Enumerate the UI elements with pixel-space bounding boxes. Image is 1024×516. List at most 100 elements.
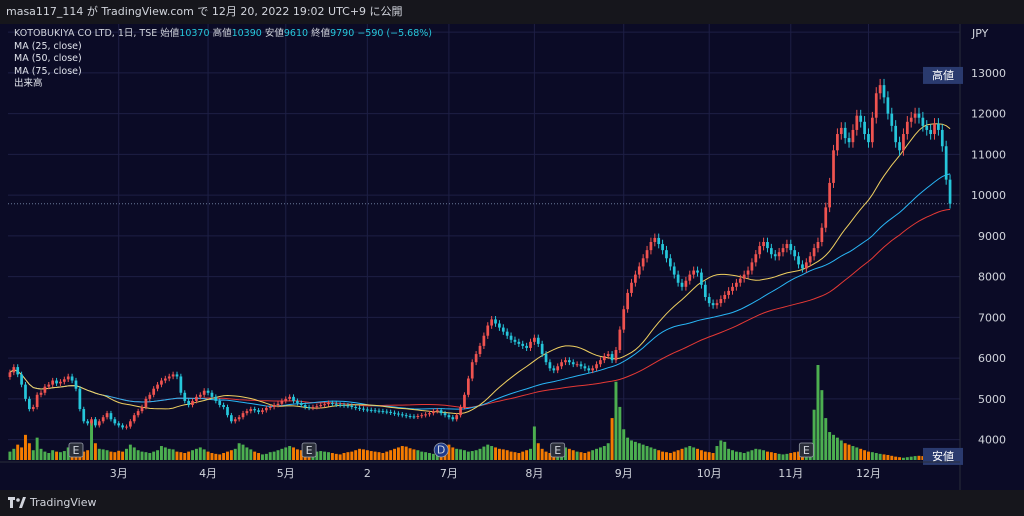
legend-volume[interactable]: 出来高 [14,78,43,89]
candle-body [645,250,649,259]
dividend-marker [433,442,449,458]
volume-bar [288,446,292,460]
candle-body [828,182,831,208]
volume-bar [851,446,855,460]
candle-body [397,413,400,415]
candle-body [439,410,443,414]
candle-body [544,354,548,363]
volume-bar [715,446,719,460]
candle-body [606,354,610,357]
price-chart[interactable]: E E E E D JPY 4000 5000 6000 7000 8000 9000 10000 110… [0,24,1024,490]
candle-body [350,405,354,408]
candle-body [948,179,952,204]
volume-bar [226,451,229,460]
candle-body [451,417,455,420]
volume-bar [249,449,253,460]
volume-bar [905,457,909,460]
volume-bar [820,390,824,460]
candle-body [94,419,97,426]
candle-body [125,426,128,428]
candle-body [47,384,51,387]
candle-body [416,415,420,417]
candle-body [583,366,587,369]
candle-body [653,237,657,242]
volume-bar [136,450,140,460]
candle-body [70,376,74,381]
candle-body [882,85,886,98]
footer-brand[interactable]: TradingView [30,496,97,509]
candle-body [781,248,785,253]
tradingview-logo-icon[interactable] [8,497,26,509]
volume-bar [587,451,591,460]
candle-body [280,400,284,404]
y-tick-label: 4000 [978,434,1006,447]
candle-body [486,325,490,336]
volume-bar [505,450,509,460]
volume-bar [58,452,62,460]
volume-bar [602,446,606,460]
candle-body [929,129,932,135]
candle-body [843,127,847,139]
candle-body [299,402,303,405]
candle-body [533,337,536,342]
volume-bar [536,443,540,460]
candle-body [214,396,218,401]
chart-area[interactable]: E E E E D JPY 4000 5000 6000 7000 8000 9000 10000 110… [0,24,1024,490]
x-tick-label: 5月 [277,467,295,480]
candle-body [692,270,696,275]
candle-body [808,256,812,263]
volume-bar [777,453,781,460]
candle-body [393,412,396,414]
volume-bar [797,451,801,460]
volume-bar [789,453,793,460]
candle-body [641,258,645,267]
volume-bar [113,452,117,460]
candle-body [463,394,466,408]
candle-body [51,380,55,385]
candle-body [905,121,909,135]
candle-body [210,392,214,397]
volume-bar [163,447,167,460]
volume-bar [86,450,90,460]
volume-bar [62,451,66,460]
volume-bar [334,453,338,460]
candle-body [610,354,614,361]
candle-body [237,417,241,420]
candle-body [579,364,583,367]
candle-body [894,125,898,143]
legend-ma75[interactable]: MA (75, close) [14,65,82,77]
publish-line: masa117_114 が TradingView.com で 12月 20, … [6,5,403,18]
volume-bar [575,451,579,460]
candle-body [113,419,117,424]
volume-bar [769,452,773,460]
candle-body [738,278,742,283]
candle-body [571,362,575,365]
candle-body [20,374,23,385]
volume-bar [758,449,762,460]
candle-body [777,252,781,257]
volume-bar [649,447,653,460]
volume-bar [237,443,241,460]
candle-body [74,380,78,389]
legend-ma25[interactable]: MA (25, close) [14,40,82,52]
candle-body [152,388,156,395]
legend-ma50[interactable]: MA (50, close) [14,53,82,64]
volume-bar [816,365,820,460]
volume-bar [781,454,785,460]
dividend-marker-label: D [437,444,445,457]
candle-body [925,125,929,130]
candle-body [793,250,797,257]
candle-body [105,413,109,418]
volume-bar [187,451,191,460]
volume-bar [408,448,412,460]
candle-body [618,329,622,350]
candle-body [90,419,93,424]
candle-body [272,404,276,408]
candle-body [187,400,191,405]
volume-bar [668,453,672,460]
volume-bar [618,406,622,460]
volume-bar [420,451,424,460]
candle-body [400,414,404,416]
candle-body [16,367,20,375]
candle-body [264,407,268,411]
